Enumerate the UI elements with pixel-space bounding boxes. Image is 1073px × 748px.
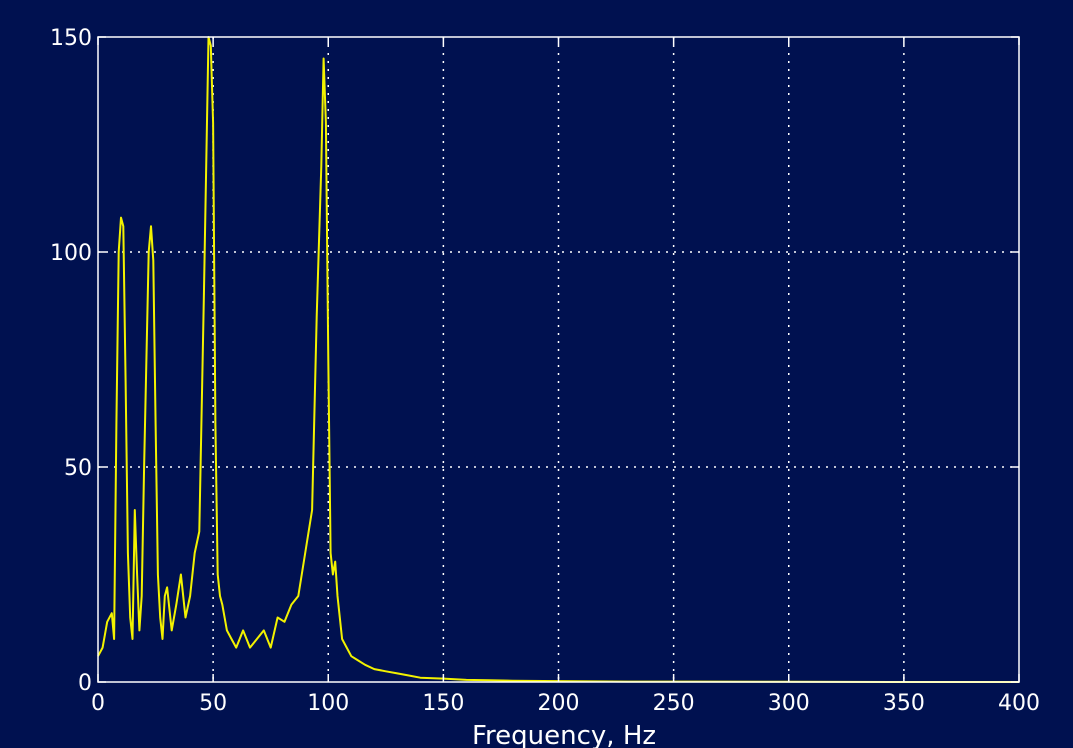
series-line-0	[97, 36, 1019, 683]
x-tick-label-50: 50	[199, 691, 227, 716]
x-tick-label-200: 200	[538, 691, 580, 716]
x-tick-label-400: 400	[998, 691, 1040, 716]
x-tick-label-250: 250	[653, 691, 695, 716]
grid-layer	[98, 37, 1019, 682]
x-tick-label-300: 300	[768, 691, 810, 716]
y-tick-label-100: 100	[50, 241, 92, 266]
x-tick-label-350: 350	[883, 691, 925, 716]
x-tick-label-100: 100	[307, 691, 349, 716]
y-tick-label-150: 150	[50, 26, 92, 51]
y-tick-label-50: 50	[64, 456, 92, 481]
ticks-layer: 0 50 100 150 200 250 300 350 400 0 50 100 150	[50, 26, 1040, 716]
x-axis-label: Frequency, Hz	[472, 721, 656, 748]
y-tick-label-0: 0	[78, 671, 92, 696]
x-tick-label-150: 150	[422, 691, 464, 716]
series-layer	[97, 36, 1019, 683]
x-tick-label-0: 0	[91, 691, 105, 716]
